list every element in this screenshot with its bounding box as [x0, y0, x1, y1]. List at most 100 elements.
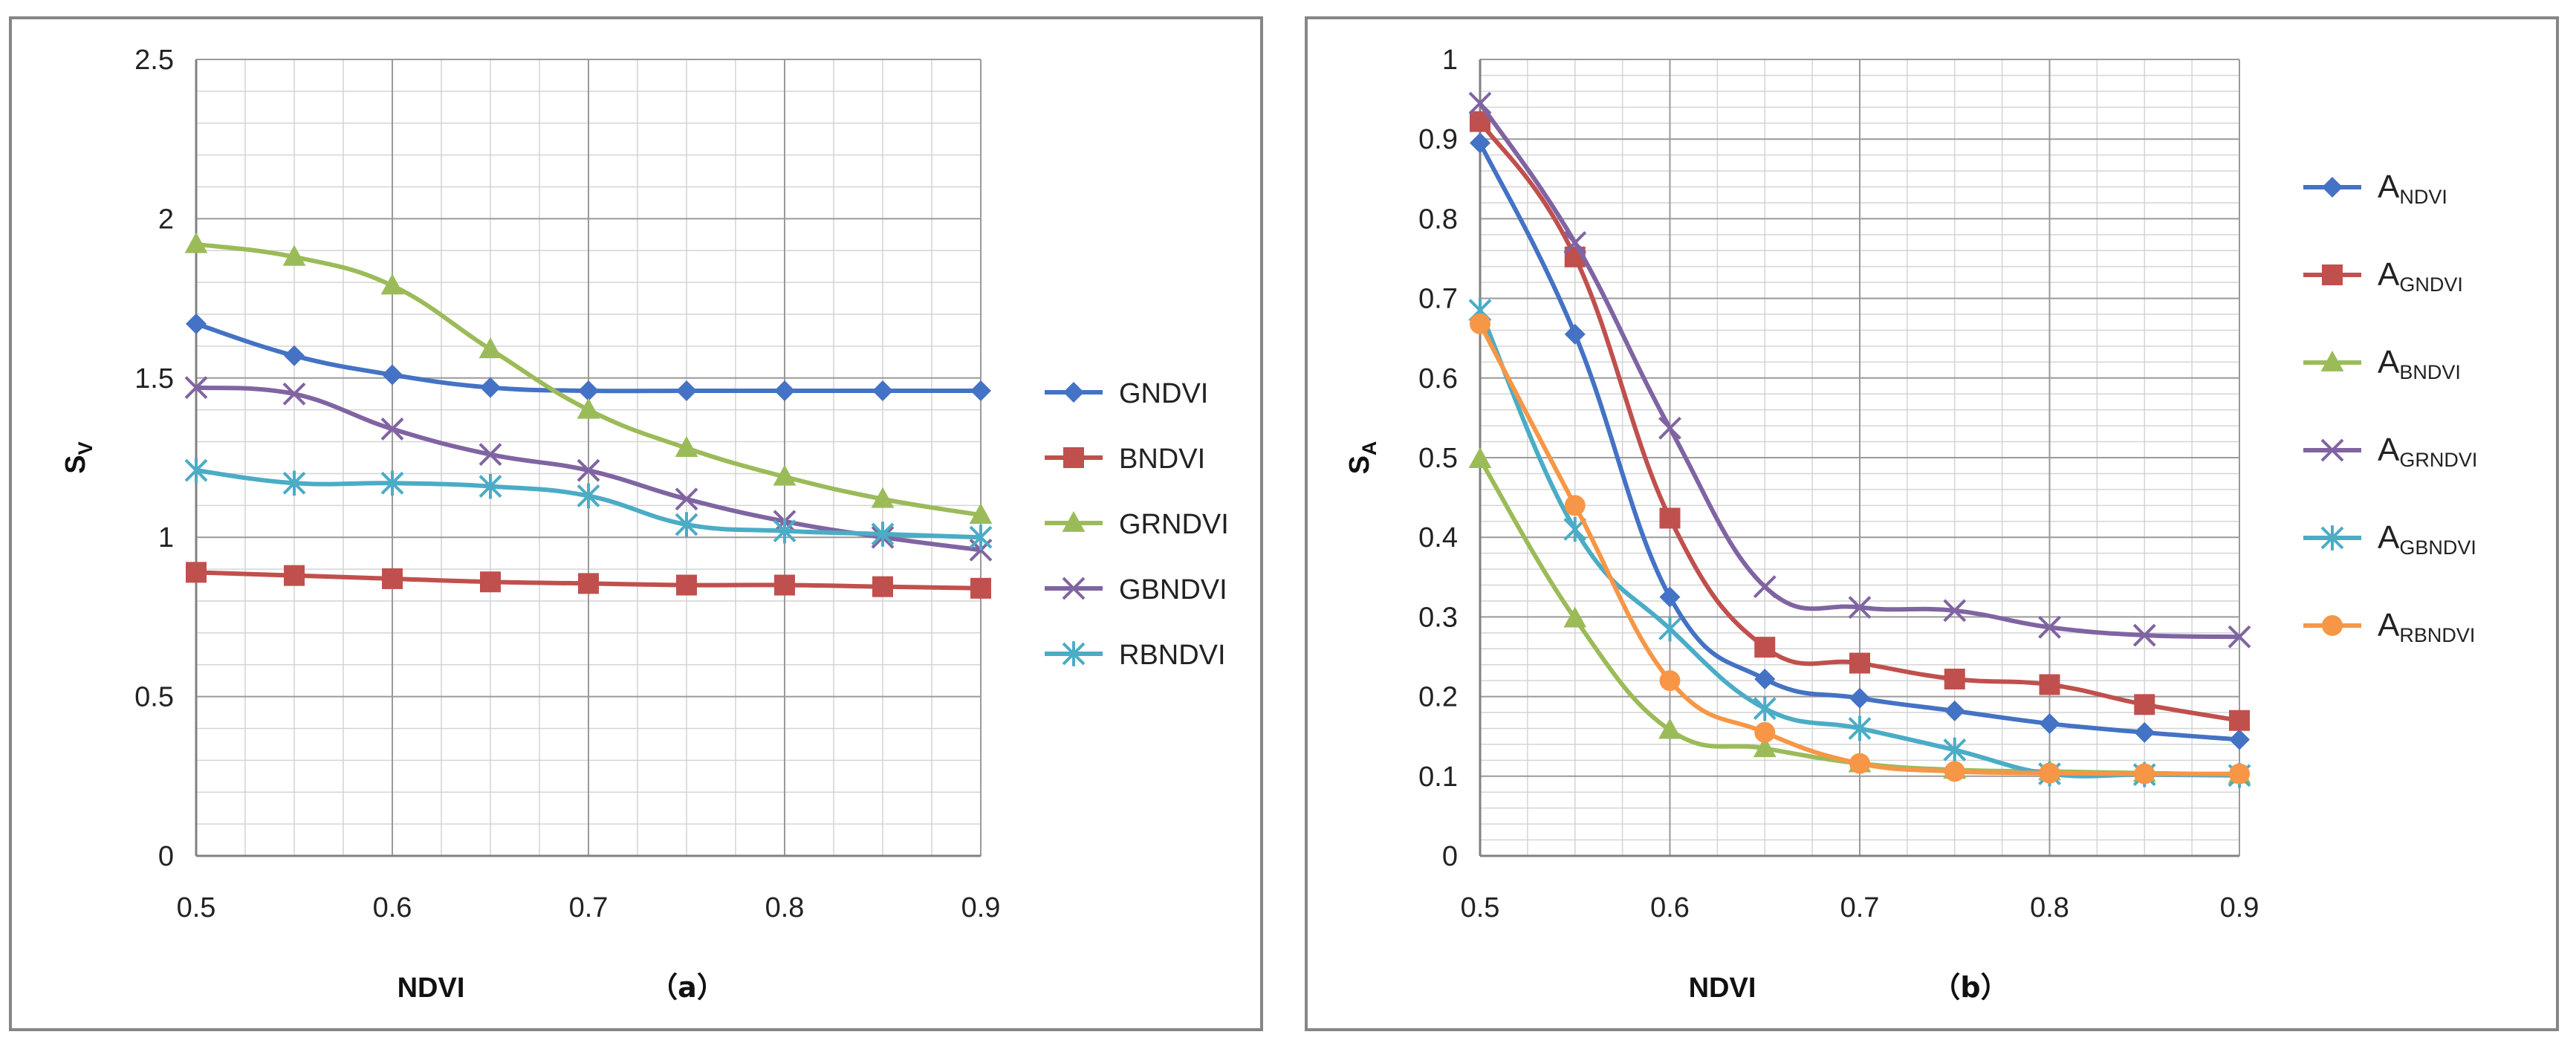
legend-label-sub: BNDVI	[2399, 361, 2461, 383]
legend-label: AGNDVI	[2378, 256, 2463, 296]
data-point	[2134, 763, 2155, 785]
data-point	[774, 574, 795, 596]
series-bndvi	[186, 562, 991, 599]
legend-label-sub: NDVI	[2399, 186, 2447, 208]
x-tick-label: 0.8	[765, 892, 805, 923]
y-axis-title-main: S	[60, 455, 91, 473]
data-point	[1659, 507, 1681, 529]
data-point	[380, 417, 404, 441]
data-point	[675, 436, 698, 458]
y-tick-label: 0	[158, 841, 174, 872]
legend-label-main: A	[2378, 607, 2400, 643]
legend-item: AGBNDVI	[2303, 519, 2476, 559]
data-point	[2039, 713, 2060, 735]
data-point	[676, 574, 697, 596]
legend-label-main: RBNDVI	[1119, 640, 1226, 671]
data-point	[675, 487, 698, 511]
data-point	[577, 458, 600, 482]
series-gndvi	[186, 313, 991, 401]
data-point	[478, 337, 502, 359]
legend-label-sub: GRNDVI	[2399, 449, 2477, 471]
legend-label-sub: RBNDVI	[2399, 624, 2475, 646]
legend-label: RBNDVI	[1119, 640, 1226, 671]
legend-item: AGNDVI	[2303, 256, 2463, 296]
legend-label: GNDVI	[1119, 378, 1208, 409]
y-tick-label: 2.5	[134, 45, 174, 76]
legend-label: ARBNDVI	[2378, 607, 2475, 646]
data-point	[1563, 231, 1587, 254]
x-tick-label: 0.8	[2030, 892, 2069, 923]
legend-item: ABNDVI	[2303, 344, 2461, 383]
legend-marker	[1062, 510, 1086, 532]
data-point	[1564, 323, 1586, 345]
x-tick-label: 0.6	[1650, 892, 1690, 923]
y-axis-title: SA	[1344, 441, 1381, 475]
legend-label-main: A	[2378, 432, 2400, 468]
data-point	[773, 464, 797, 486]
legend-item: ARBNDVI	[2303, 607, 2475, 646]
legend-label: ABNDVI	[2378, 344, 2461, 383]
x-tick-label: 0.5	[177, 892, 216, 923]
data-point	[577, 397, 600, 419]
data-point	[2229, 710, 2250, 731]
gridlines	[195, 59, 982, 857]
data-point	[184, 376, 208, 400]
legend-marker	[1062, 641, 1086, 666]
data-point	[1944, 761, 1965, 782]
data-point	[773, 518, 797, 544]
series-line	[1478, 102, 2240, 640]
data-point	[578, 380, 599, 401]
legend-marker	[2322, 264, 2343, 285]
data-point	[2038, 615, 2061, 639]
data-point	[1658, 416, 1681, 440]
legend-label-sub: GBNDVI	[2399, 536, 2476, 559]
y-tick-label: 1.5	[134, 363, 174, 394]
data-point	[1943, 737, 1967, 763]
legend-item: GBNDVI	[1045, 574, 1227, 605]
data-point	[872, 380, 893, 401]
data-point	[577, 483, 600, 509]
x-tick-label: 0.9	[961, 892, 1001, 923]
data-point	[1470, 132, 1490, 154]
y-tick-label: 1	[158, 522, 174, 553]
legend-label-sub: GNDVI	[2399, 273, 2463, 296]
data-point	[478, 443, 502, 467]
data-point	[676, 380, 697, 401]
y-tick-label: 0.8	[1418, 204, 1458, 235]
data-point	[970, 577, 991, 599]
y-tick-label: 0.5	[134, 682, 174, 713]
legend-label: GRNDVI	[1119, 509, 1229, 540]
legend-label-main: GRNDVI	[1119, 509, 1229, 540]
legend-item: RBNDVI	[1045, 640, 1226, 671]
data-point	[282, 382, 306, 406]
y-axis-title-main: S	[1344, 455, 1375, 474]
data-point	[282, 470, 306, 496]
y-tick-label: 0.4	[1418, 522, 1458, 553]
series-andvi	[1470, 132, 2250, 750]
data-point	[1848, 596, 1872, 619]
data-point	[2228, 625, 2251, 649]
data-point	[969, 525, 993, 550]
data-point	[970, 380, 991, 401]
legend-marker	[2320, 350, 2344, 371]
data-point	[480, 571, 501, 593]
data-point	[1470, 313, 1490, 334]
x-tick-label: 0.7	[569, 892, 609, 923]
data-point	[186, 313, 207, 334]
data-point	[1754, 637, 1776, 658]
legend-marker	[2320, 438, 2344, 462]
y-tick-label: 0.6	[1418, 363, 1458, 394]
data-point	[480, 377, 501, 398]
legend-label-main: A	[2378, 169, 2400, 205]
data-point	[1658, 718, 1681, 739]
y-axis-title: SV	[60, 441, 97, 473]
data-point	[2229, 763, 2250, 785]
series-line	[1478, 142, 2240, 742]
data-point	[1468, 447, 1492, 469]
legend-marker	[2322, 177, 2343, 198]
data-point	[478, 473, 502, 499]
data-point	[184, 458, 208, 483]
chart-panel-a: 0 0.5 1 1.5 2 2.5 0.5 0.6 0.7 0.8 0.9 NDVI （a） SV GNDV…	[9, 16, 1263, 1031]
series-rbndvi	[184, 458, 993, 550]
data-point	[382, 364, 403, 386]
